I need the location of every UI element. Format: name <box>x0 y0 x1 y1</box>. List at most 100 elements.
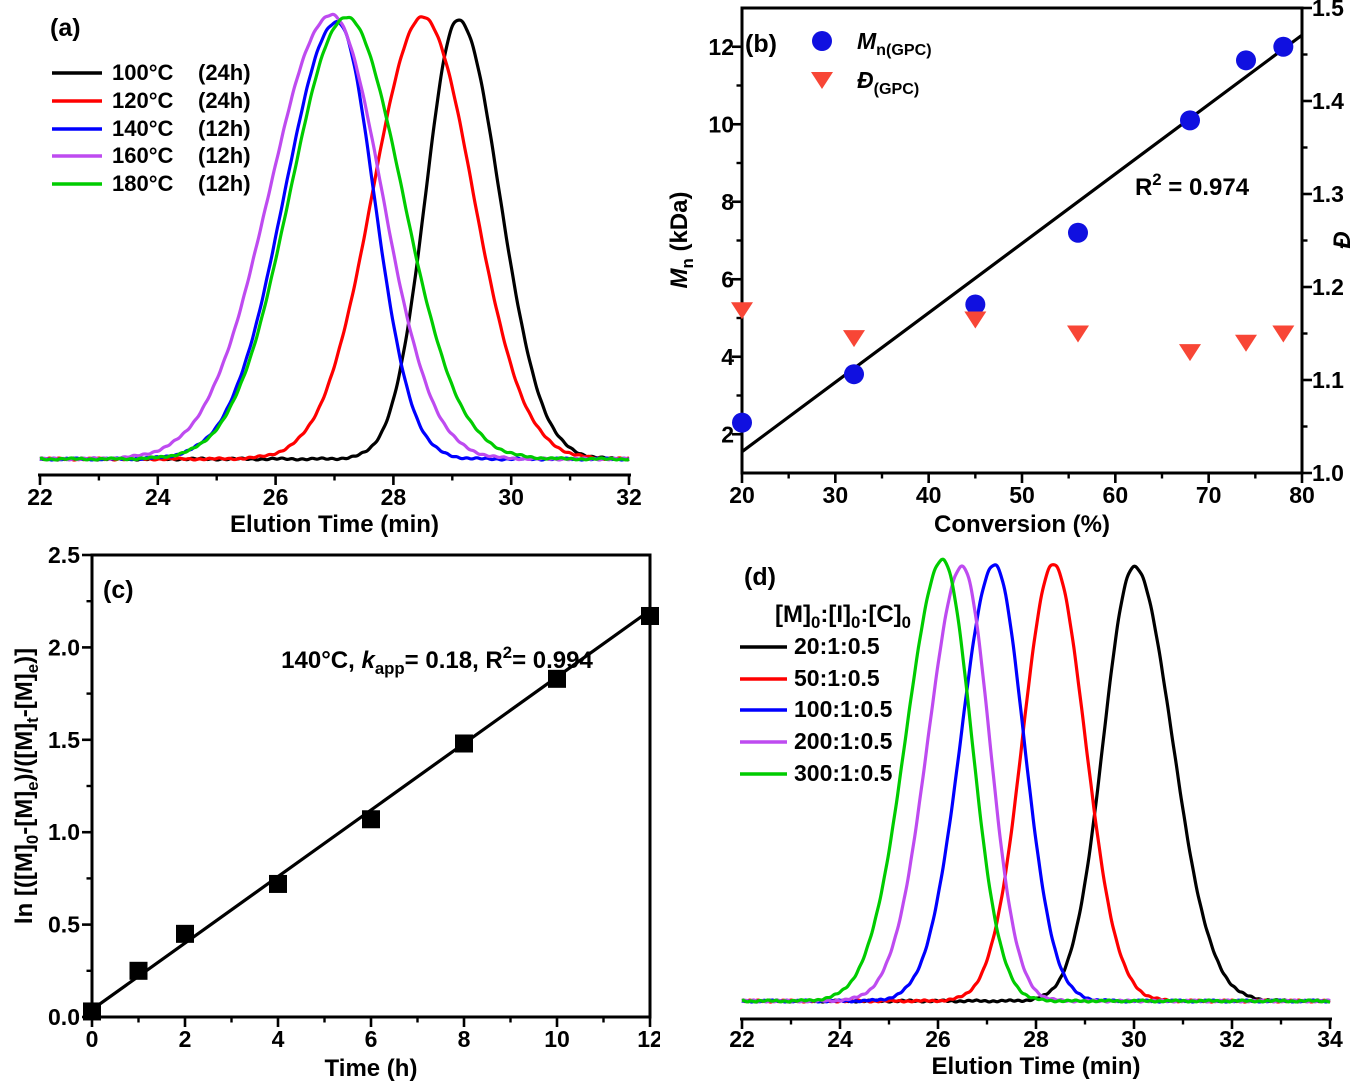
data-point <box>843 330 865 348</box>
trace-160C <box>39 12 630 462</box>
panel-d-legend: [M]0:[I]0:[C]020:1:0.5 50:1:0.5 100:1:0.5 2… <box>740 601 911 786</box>
x-tick-label: 6 <box>365 1026 378 1052</box>
panel-c-data <box>83 606 659 1021</box>
annotation-text: R2 = 0.974 <box>1135 170 1250 201</box>
trace-300105 <box>741 557 1331 1004</box>
data-point <box>811 72 833 89</box>
panel-d: 22 24 26 28 30 32 34 Elution Time (min) (d) [M]0:… <box>660 540 1365 1084</box>
data-point <box>548 669 566 688</box>
y-right-tick-label: 1.0 <box>1312 460 1344 486</box>
data-point <box>269 874 287 893</box>
data-point <box>1179 344 1201 362</box>
panel-d-chart: 22 24 26 28 30 32 34 Elution Time (min) (d) [M]0:… <box>729 557 1343 1080</box>
x-axis-title: Conversion (%) <box>934 511 1110 538</box>
annotation-text: 140°C, kapp= 0.18, R2= 0.994 <box>281 643 593 678</box>
y-left-tick-label: 12 <box>708 34 734 60</box>
data-point <box>362 810 380 829</box>
x-tick-label: 28 <box>381 484 407 510</box>
legend-label: 300:1:0.5 <box>794 760 893 786</box>
fit-line <box>741 33 1303 453</box>
x-tick-label: 30 <box>1121 1026 1147 1052</box>
x-tick-label: 22 <box>729 1026 755 1052</box>
data-point <box>965 294 986 315</box>
y-left-tick-label: 2 <box>721 421 734 447</box>
data-point <box>1272 325 1295 343</box>
plot-frame <box>90 553 652 1019</box>
legend-label: (24h) <box>198 88 251 113</box>
data-point <box>1273 36 1294 57</box>
legend-label: 180°C <box>112 171 174 196</box>
data-point <box>1236 50 1256 71</box>
x-tick-label: 32 <box>616 484 642 510</box>
panel-c-axes: 0 2 4 6 8 10 12 Time (h) 0.0 0.5 1.0 1.5 2.0 2.5 ln [(… <box>11 542 660 1082</box>
panel-letter: (c) <box>103 576 134 604</box>
x-axis-title: Elution Time (min) <box>932 1053 1141 1080</box>
legend-label: 50:1:0.5 <box>794 665 880 691</box>
legend-title: [M]0:[I]0:[C]0 <box>775 601 911 632</box>
panel-c: 0 2 4 6 8 10 12 Time (h) 0.0 0.5 1.0 1.5 2.0 2.5 ln [(… <box>0 540 660 1084</box>
data-point <box>83 1002 101 1021</box>
data-point <box>641 606 659 625</box>
y-left-tick-label: 2.0 <box>48 634 80 660</box>
legend-label: 120°C <box>112 88 174 113</box>
x-tick-label: 20 <box>729 482 755 508</box>
legend-label: 20:1:0.5 <box>794 633 880 659</box>
data-point <box>1235 334 1257 352</box>
y-left-axis-title: ln [([M]0-[M]e)/([M]t-[M]e)] <box>11 648 42 924</box>
x-tick-label: 0 <box>86 1026 99 1052</box>
x-tick-label: 24 <box>827 1026 853 1052</box>
y-left-tick-label: 1.0 <box>48 819 80 845</box>
data-point <box>964 311 987 329</box>
y-left-tick-label: 8 <box>721 189 734 215</box>
x-tick-label: 24 <box>145 484 171 510</box>
panel-letter: (d) <box>744 563 776 591</box>
legend-label: (24h) <box>198 60 251 85</box>
legend-label: Mn(GPC) <box>857 28 932 59</box>
data-point <box>732 412 752 433</box>
y-left-tick-label: 10 <box>708 111 734 137</box>
x-tick-label: 28 <box>1023 1026 1049 1052</box>
panel-d-axes: 22 24 26 28 30 32 34 Elution Time (min) <box>729 1017 1343 1080</box>
x-tick-label: 10 <box>544 1026 570 1052</box>
y-right-tick-label: 1.2 <box>1312 274 1344 300</box>
x-tick-label: 4 <box>272 1026 285 1052</box>
data-point <box>1068 222 1088 243</box>
trace-100C <box>39 18 630 462</box>
y-left-tick-label: 4 <box>721 344 734 370</box>
y-left-tick-label: 0.5 <box>48 912 80 938</box>
x-tick-label: 30 <box>823 482 849 508</box>
trace-180C <box>39 15 630 462</box>
x-tick-label: 30 <box>498 484 524 510</box>
panel-letter: (a) <box>50 14 81 42</box>
x-axis-title: Time (h) <box>325 1055 418 1082</box>
panel-a-chart: 22 24 26 28 30 32 Elution Time (min) (a) 100°C (2… <box>27 12 642 538</box>
panel-b-axes: 20 30 40 50 60 70 80 Conversion (%) 2 4 6 8 10 12 Mn (… <box>666 0 1356 538</box>
x-tick-label: 12 <box>637 1026 660 1052</box>
y-right-tick-label: 1.3 <box>1312 181 1344 207</box>
x-tick-label: 40 <box>916 482 942 508</box>
legend-label: 160°C <box>112 143 174 168</box>
legend-label: 100:1:0.5 <box>794 696 893 722</box>
legend-label: (12h) <box>198 143 251 168</box>
panel-a-data <box>39 12 630 462</box>
data-point <box>129 961 148 980</box>
data-point <box>1067 325 1089 343</box>
y-left-tick-label: 6 <box>721 266 734 292</box>
y-left-axis-title: Mn (kDa) <box>666 192 697 289</box>
y-right-tick-label: 1.5 <box>1312 0 1344 21</box>
x-tick-label: 32 <box>1219 1026 1245 1052</box>
panel-a-axes: 22 24 26 28 30 32 Elution Time (min) <box>27 473 642 538</box>
legend-label: (12h) <box>198 171 251 196</box>
data-point <box>812 31 832 51</box>
legend-label: 140°C <box>112 116 174 141</box>
y-left-tick-label: 1.5 <box>48 727 80 753</box>
data-point <box>176 924 194 943</box>
y-left-tick-label: 2.5 <box>48 542 80 568</box>
x-tick-label: 26 <box>925 1026 951 1052</box>
y-right-tick-label: 1.1 <box>1312 367 1344 393</box>
data-point <box>455 734 473 753</box>
x-axis-title: Elution Time (min) <box>230 511 439 538</box>
panel-a: 22 24 26 28 30 32 Elution Time (min) (a) 100°C (2… <box>0 0 660 540</box>
y-left-tick-label: 0.0 <box>48 1004 80 1030</box>
